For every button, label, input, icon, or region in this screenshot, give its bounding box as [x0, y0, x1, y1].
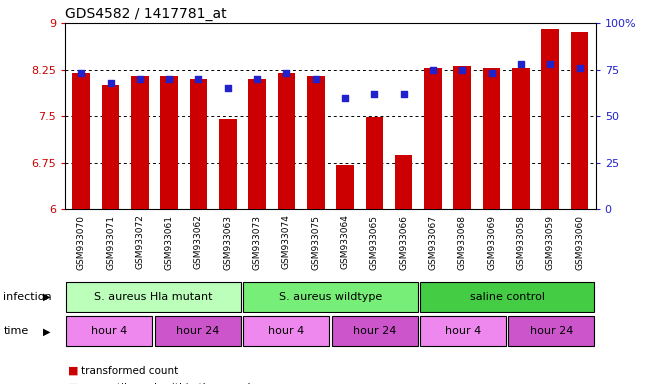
Point — [135, 76, 145, 82]
Text: GSM933058: GSM933058 — [516, 215, 525, 270]
Text: ■: ■ — [68, 366, 79, 376]
Text: GDS4582 / 1417781_at: GDS4582 / 1417781_at — [65, 7, 227, 21]
Text: S. aureus Hla mutant: S. aureus Hla mutant — [94, 291, 213, 302]
Text: GSM933068: GSM933068 — [458, 215, 467, 270]
Bar — [366, 118, 383, 209]
Bar — [102, 85, 119, 209]
Point — [545, 61, 555, 67]
Bar — [483, 68, 501, 209]
Text: GSM933059: GSM933059 — [546, 215, 555, 270]
Bar — [508, 316, 594, 346]
Bar — [219, 119, 236, 209]
Bar — [395, 155, 413, 209]
Point — [340, 94, 350, 101]
Bar — [307, 76, 324, 209]
Text: transformed count: transformed count — [81, 366, 178, 376]
Text: ■: ■ — [68, 383, 79, 384]
Bar — [66, 281, 241, 312]
Bar — [331, 316, 418, 346]
Bar — [542, 29, 559, 209]
Text: hour 24: hour 24 — [353, 326, 396, 336]
Bar — [72, 73, 90, 209]
Text: GSM933069: GSM933069 — [487, 215, 496, 270]
Text: ▶: ▶ — [43, 326, 51, 336]
Text: saline control: saline control — [470, 291, 545, 302]
Point — [428, 66, 438, 73]
Text: GSM933067: GSM933067 — [428, 215, 437, 270]
Point — [193, 76, 204, 82]
Text: GSM933064: GSM933064 — [340, 215, 350, 270]
Text: GSM933061: GSM933061 — [165, 215, 174, 270]
Bar — [420, 281, 594, 312]
Text: GSM933062: GSM933062 — [194, 215, 203, 270]
Text: hour 4: hour 4 — [268, 326, 304, 336]
Text: GSM933072: GSM933072 — [135, 215, 145, 270]
Bar — [248, 79, 266, 209]
Point — [311, 76, 321, 82]
Point — [398, 91, 409, 97]
Text: GSM933071: GSM933071 — [106, 215, 115, 270]
Bar — [66, 316, 152, 346]
Bar — [131, 76, 148, 209]
Text: GSM933073: GSM933073 — [253, 215, 262, 270]
Text: hour 4: hour 4 — [445, 326, 481, 336]
Text: GSM933070: GSM933070 — [77, 215, 86, 270]
Bar — [277, 73, 295, 209]
Bar — [571, 32, 589, 209]
Text: time: time — [3, 326, 29, 336]
Point — [76, 70, 87, 76]
Text: GSM933063: GSM933063 — [223, 215, 232, 270]
Text: ▶: ▶ — [43, 292, 51, 302]
Text: hour 4: hour 4 — [91, 326, 128, 336]
Point — [223, 85, 233, 91]
Text: GSM933060: GSM933060 — [575, 215, 584, 270]
Bar — [155, 316, 241, 346]
Text: percentile rank within the sample: percentile rank within the sample — [81, 383, 257, 384]
Text: hour 24: hour 24 — [530, 326, 573, 336]
Point — [369, 91, 380, 97]
Bar — [243, 281, 418, 312]
Point — [457, 66, 467, 73]
Bar — [454, 66, 471, 209]
Text: GSM933065: GSM933065 — [370, 215, 379, 270]
Point — [516, 61, 526, 67]
Bar — [189, 79, 207, 209]
Bar — [160, 76, 178, 209]
Bar — [420, 316, 506, 346]
Text: GSM933075: GSM933075 — [311, 215, 320, 270]
Text: infection: infection — [3, 292, 52, 302]
Text: GSM933074: GSM933074 — [282, 215, 291, 270]
Bar — [243, 316, 329, 346]
Bar — [424, 68, 442, 209]
Bar — [337, 165, 354, 209]
Text: S. aureus wildtype: S. aureus wildtype — [279, 291, 382, 302]
Point — [105, 79, 116, 86]
Point — [574, 65, 585, 71]
Point — [281, 70, 292, 76]
Point — [252, 76, 262, 82]
Bar — [512, 68, 530, 209]
Point — [486, 70, 497, 76]
Text: hour 24: hour 24 — [176, 326, 219, 336]
Text: GSM933066: GSM933066 — [399, 215, 408, 270]
Point — [164, 76, 174, 82]
